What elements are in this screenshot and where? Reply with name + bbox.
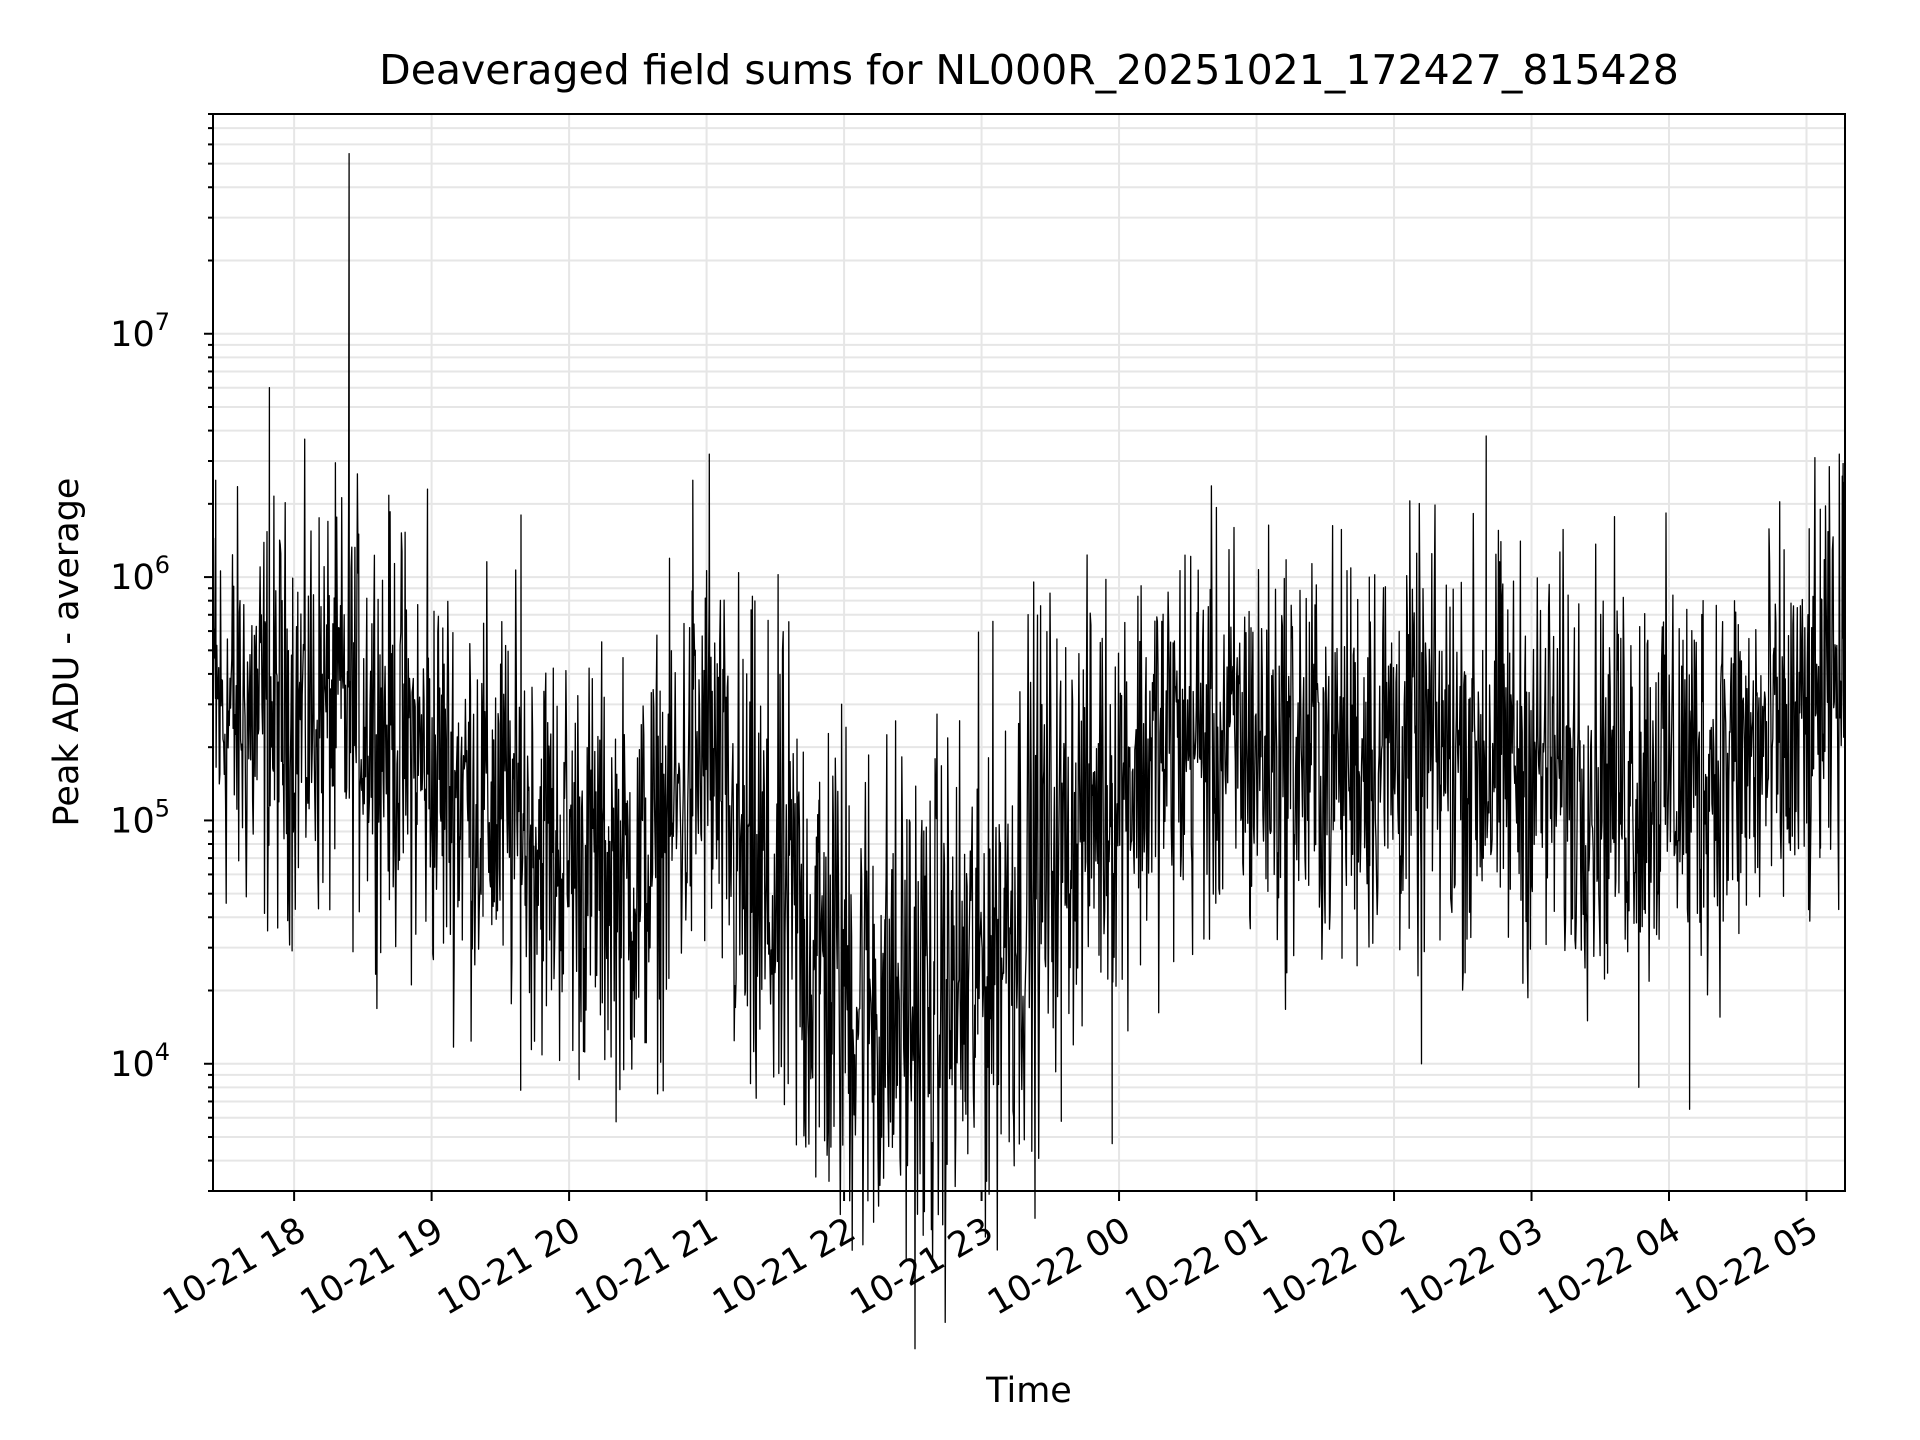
axis-ticks [204, 113, 1808, 1201]
series-line [212, 152, 1846, 1350]
x-axis-label: Time [985, 1371, 1072, 1411]
plot-frame [212, 113, 1846, 1192]
y-tick-label: 104 [110, 1038, 170, 1085]
y-tick-label: 105 [110, 794, 170, 841]
y-tick-label: 106 [110, 551, 170, 598]
y-tick-label: 107 [110, 308, 170, 355]
chart-title: Deaveraged field sums for NL000R_2025102… [379, 46, 1679, 94]
data-series [212, 152, 1846, 1350]
y-axis-label: Peak ADU - average [47, 478, 87, 827]
